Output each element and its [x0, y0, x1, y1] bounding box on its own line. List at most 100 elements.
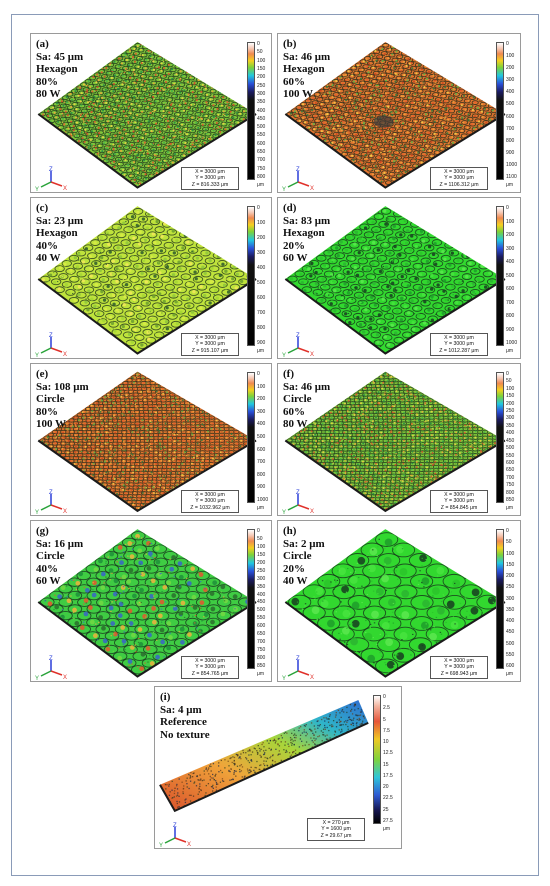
color-scale-tick: 22.5 — [383, 795, 393, 802]
panel-label-line: (d) — [283, 202, 297, 214]
panel-label-line: 60% — [283, 75, 305, 88]
color-scale-tick: 900 — [257, 340, 266, 346]
color-scale-tick: 150 — [257, 65, 266, 72]
figure-frame — [11, 14, 539, 876]
color-scale-tick: 900 — [257, 484, 266, 491]
panel-label-b: (b) Sa: 46 μm Hexagon 60% 100 W — [283, 38, 330, 101]
panel-label-line: Circle — [283, 550, 312, 562]
color-scale-tick: 300 — [257, 90, 266, 97]
axis-y-letter: Y — [35, 510, 39, 515]
panel-label-line: No texture — [160, 728, 210, 741]
panel-label-h: (h) Sa: 2 μm Circle 20% 40 W — [283, 525, 325, 588]
panel-label-line: Sa: 46 μm — [283, 380, 331, 393]
panel-label-line: 80% — [36, 405, 58, 418]
color-scale-tick: 700 — [506, 125, 515, 132]
panel-label-line: (b) — [283, 38, 297, 50]
panel-e: (e) Sa: 108 μm Circle 80% 100 W 0 100 200 300 400… — [30, 363, 272, 516]
panel-label-line: 40% — [36, 562, 58, 575]
panel-label-line: Circle — [283, 393, 312, 405]
color-scale-tick: 250 — [257, 567, 266, 574]
color-scale-unit: μm — [257, 348, 265, 354]
panel-label-line: 100 W — [283, 88, 314, 100]
surface-render-a — [37, 42, 257, 189]
color-scale-tick: 100 — [506, 550, 515, 557]
color-scale-tick: 650 — [506, 467, 515, 474]
surface-render-h — [284, 529, 506, 678]
dimensions-box: X = 3000 μm Y = 3000 μm Z = 1012.287 μm — [430, 333, 488, 357]
color-scale-tick: 700 — [257, 639, 266, 646]
color-scale-tick: 300 — [257, 575, 266, 582]
panel-i: (i) Sa: 4 μm Reference No texture 0 2.5 5 7.5 10… — [154, 686, 402, 849]
axis-y-letter: Y — [282, 676, 286, 681]
panel-c: (c) Sa: 23 μm Hexagon 40% 40 W 0 100 200 300 400 5… — [30, 197, 272, 359]
color-scale-tick: 50 — [257, 49, 263, 56]
color-scale-unit: μm — [506, 671, 514, 677]
color-scale-tick: 100 — [506, 385, 515, 392]
axis-z-letter: Z — [296, 656, 300, 662]
color-scale-tick: 400 — [506, 89, 515, 96]
panel-label-line: (h) — [283, 525, 297, 537]
dimension-line: X = 3000 μm — [195, 492, 225, 498]
panel-label-line: Sa: 108 μm — [36, 380, 89, 393]
dimension-line: X = 3000 μm — [444, 658, 474, 664]
surface-render-g — [37, 529, 257, 678]
dimension-line: Z = 1012.287 μm — [439, 347, 479, 354]
color-scale-bar — [247, 206, 255, 346]
orientation-axes-icon: Z X Y — [35, 167, 67, 192]
color-scale-tick: 450 — [506, 629, 515, 636]
panel-label-line: Sa: 16 μm — [36, 537, 84, 550]
surface-render-b — [284, 42, 506, 189]
color-scale-tick: 100 — [506, 218, 515, 225]
color-scale-tick: 12.5 — [383, 750, 393, 757]
axis-z-letter: Z — [296, 167, 300, 173]
panel-label-line: 60 W — [283, 252, 308, 264]
panel-label-line: Hexagon — [36, 227, 78, 239]
color-scale-unit: μm — [506, 182, 514, 188]
color-scale-tick: 400 — [257, 421, 266, 428]
panel-g: (g) Sa: 16 μm Circle 40% 60 W 0 50 100 150 200 250… — [30, 520, 272, 682]
color-scale-unit: μm — [257, 671, 265, 677]
color-scale-tick: 700 — [257, 310, 266, 316]
color-scale-tick: 200 — [506, 573, 515, 579]
dimension-line: Z = 1106.312 μm — [439, 181, 479, 188]
surface-render-e — [37, 371, 257, 513]
panel-label-line: 80 W — [283, 418, 308, 430]
orientation-axes-icon: Z X Y — [282, 490, 314, 515]
panel-label-line: (c) — [36, 202, 49, 214]
axis-y-letter: Y — [35, 353, 39, 358]
color-scale-tick: 500 — [506, 101, 515, 108]
axis-z-letter: Z — [296, 333, 300, 339]
color-scale-tick: 350 — [506, 606, 515, 613]
color-scale-tick: 500 — [257, 124, 266, 131]
color-scale-tick: 20 — [383, 784, 389, 791]
panel-d: (d) Sa: 83 μm Hexagon 20% 60 W 0 100 200 300 400 5… — [277, 197, 521, 359]
panel-label-line: 60% — [283, 405, 305, 418]
color-scale-tick: 300 — [257, 250, 266, 256]
axis-x-letter: X — [187, 842, 191, 848]
color-scale-tick: 5 — [383, 716, 386, 723]
color-scale-tick: 300 — [506, 245, 515, 252]
orientation-axes-icon: Z X Y — [35, 656, 67, 681]
panel-label-line: Sa: 46 μm — [283, 50, 331, 63]
color-scale-tick: 100 — [257, 383, 266, 390]
color-scale-unit: μm — [383, 826, 391, 832]
color-scale-tick: 750 — [257, 165, 266, 172]
color-scale-bar — [247, 529, 255, 669]
dimensions-box: X = 3000 μm Y = 3000 μm Z = 915.107 μm — [181, 333, 239, 357]
color-scale-tick: 200 — [506, 65, 515, 72]
dimension-line: Z = 29.67 μm — [320, 832, 352, 839]
color-scale-tick: 600 — [257, 446, 266, 453]
panel-label-line: Sa: 23 μm — [36, 214, 84, 227]
dimension-line: X = 3000 μm — [444, 492, 474, 498]
axis-z-letter: Z — [49, 656, 53, 662]
color-scale-tick: 0 — [506, 41, 509, 47]
color-scale-tick: 500 — [506, 272, 515, 279]
axis-x-letter: X — [310, 352, 314, 358]
color-scale-tick: 600 — [506, 113, 515, 120]
dimension-line: Z = 854.845 μm — [440, 504, 478, 511]
color-scale-tick: 500 — [506, 640, 515, 647]
axis-x-letter: X — [63, 352, 67, 358]
color-scale-tick: 300 — [506, 77, 515, 84]
color-scale-tick: 1000 — [506, 340, 518, 346]
color-scale-tick: 1100 — [506, 174, 517, 180]
